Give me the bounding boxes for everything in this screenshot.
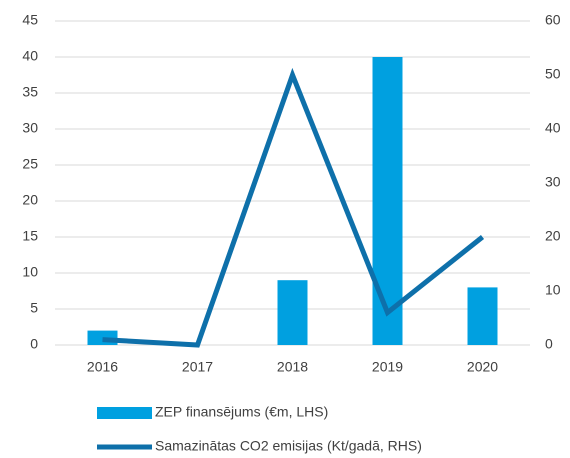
y-tick-label: 40	[22, 48, 38, 64]
bar	[372, 57, 403, 345]
legend-label: ZEP finansējums (€m, LHS)	[155, 404, 328, 420]
bar	[467, 287, 498, 345]
y-tick-label: 0	[30, 336, 38, 352]
y-tick-label: 45	[22, 12, 38, 28]
line	[102, 67, 485, 348]
y-tick-label: 5	[30, 300, 38, 316]
y-tick-label: 25	[22, 156, 38, 172]
bar	[277, 280, 308, 345]
y-tick-label: 30	[22, 120, 38, 136]
y2-tick-label: 20	[545, 228, 561, 244]
y-tick-label: 10	[22, 264, 38, 280]
y-tick-label: 35	[22, 84, 38, 100]
y2-tick-label: 30	[545, 174, 561, 190]
x-tick-label: 2017	[182, 359, 213, 375]
x-tick-label: 2018	[277, 359, 308, 375]
y2-tick-label: 50	[545, 66, 561, 82]
legend-label: Samazinātas CO2 emisijas (Kt/gadā, RHS)	[155, 438, 422, 454]
y-tick-label: 15	[22, 228, 38, 244]
y2-tick-label: 60	[545, 12, 561, 28]
x-tick-label: 2016	[87, 359, 118, 375]
x-tick-label: 2020	[467, 359, 498, 375]
y-tick-label: 20	[22, 192, 38, 208]
y2-tick-label: 10	[545, 282, 561, 298]
y2-tick-label: 40	[545, 120, 561, 136]
legend-swatch	[97, 407, 152, 419]
x-tick-label: 2019	[372, 359, 403, 375]
y2-tick-label: 0	[545, 336, 553, 352]
